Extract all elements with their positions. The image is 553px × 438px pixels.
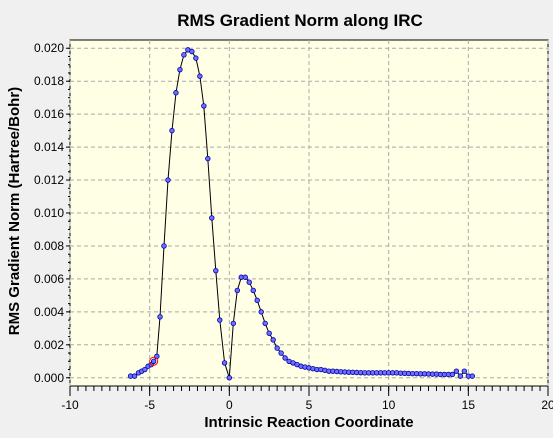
- x-tick-label: 20: [541, 398, 553, 412]
- data-point: [274, 345, 280, 351]
- data-point: [278, 350, 284, 356]
- chart-title: RMS Gradient Norm along IRC: [177, 11, 423, 30]
- x-tick-label: 10: [382, 398, 396, 412]
- data-point: [205, 155, 211, 162]
- y-tick-label: 0.006: [34, 272, 64, 286]
- data-point: [262, 320, 268, 327]
- data-point: [173, 90, 179, 96]
- x-tick-label: 15: [462, 398, 476, 412]
- data-point: [230, 320, 237, 327]
- data-series: [127, 47, 476, 381]
- data-point: [449, 371, 456, 378]
- data-point: [457, 373, 464, 379]
- highlighted-point: [149, 356, 159, 366]
- data-point: [201, 103, 207, 109]
- y-tick-label: 0.000: [34, 371, 64, 385]
- y-tick-label: 0.010: [34, 206, 64, 220]
- data-point: [461, 368, 468, 374]
- data-point: [193, 55, 199, 61]
- data-point: [157, 314, 163, 320]
- data-point: [270, 337, 276, 343]
- x-tick-label: -5: [144, 398, 155, 412]
- y-tick-label: 0.004: [34, 305, 64, 319]
- data-point: [169, 127, 175, 134]
- data-point: [161, 243, 167, 249]
- data-point: [131, 373, 138, 379]
- data-point: [209, 215, 215, 221]
- y-tick-label: 0.002: [34, 338, 64, 352]
- y-tick-label: 0.014: [34, 140, 64, 154]
- axes: 0.000 0.002 0.004 0.006 0.008 0.010 0.012 0.014…: [34, 41, 553, 412]
- x-tick-label: 5: [306, 398, 313, 412]
- data-point: [234, 287, 240, 294]
- data-point: [217, 317, 223, 323]
- data-point: [197, 73, 203, 79]
- data-point: [282, 355, 288, 361]
- y-tick-label: 0.016: [34, 107, 64, 121]
- data-point: [189, 48, 195, 55]
- data-point: [177, 66, 183, 73]
- data-point: [266, 330, 272, 336]
- data-point: [181, 52, 187, 58]
- data-point: [453, 368, 460, 374]
- grid-lines: [69, 40, 549, 386]
- data-point: [213, 267, 219, 274]
- data-point: [242, 274, 248, 280]
- data-point: [221, 360, 228, 366]
- y-tick-label: 0.020: [34, 41, 64, 55]
- data-point: [258, 309, 264, 315]
- data-point: [150, 358, 157, 364]
- x-axis-label: Intrinsic Reaction Coordinate: [204, 414, 413, 431]
- data-point: [226, 375, 233, 381]
- y-tick-label: 0.008: [34, 239, 64, 253]
- y-tick-label: 0.018: [34, 74, 64, 88]
- data-point: [246, 279, 252, 285]
- x-tick-label: 0: [226, 398, 233, 412]
- data-point: [142, 366, 148, 373]
- x-tick-label: -10: [61, 398, 79, 412]
- y-tick-label: 0.012: [34, 173, 64, 187]
- data-point: [469, 373, 476, 379]
- data-point: [254, 297, 260, 304]
- y-axis-label: RMS Gradient Norm (Hartree/Bohr): [6, 87, 23, 335]
- data-point: [250, 287, 256, 294]
- data-point: [165, 177, 171, 183]
